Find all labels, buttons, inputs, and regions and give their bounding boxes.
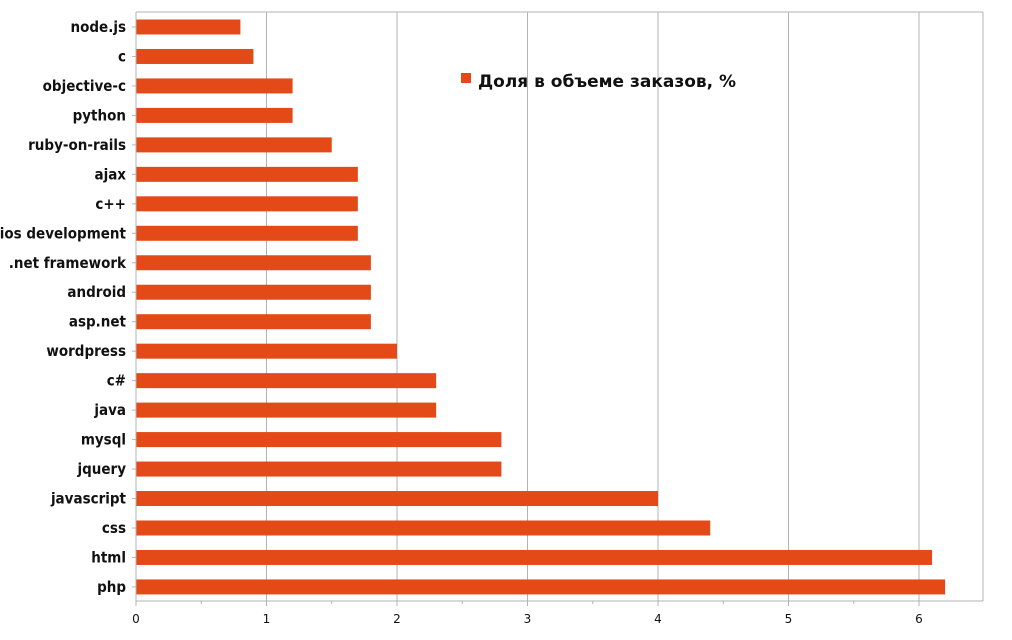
bar-css [136,520,711,536]
x-tick-label-1: 1 [263,612,271,626]
bar-ios-development [136,225,358,241]
category-labels: node.js c objective-c python ruby-on-rails aj… [0,18,127,596]
category-label-css: css [102,519,126,537]
bar-asp-net [136,314,371,330]
x-tick-label-0: 0 [132,612,140,626]
category-label-android: android [67,283,126,301]
category-label-jquery: jquery [76,460,126,478]
bar-android [136,284,371,300]
category-label-ruby-on-rails: ruby-on-rails [28,136,126,154]
bar-wordpress [136,343,397,359]
bar-jquery [136,461,502,477]
category-label-asp-net: asp.net [69,313,127,331]
x-tick-label-2: 2 [393,612,401,626]
category-label-c: c [118,47,126,65]
bar-ruby-on-rails [136,137,332,153]
x-tick-label-5: 5 [785,612,793,626]
category-label-html: html [91,548,126,566]
x-tick-label-4: 4 [654,612,662,626]
bar-objective-c [136,78,293,94]
x-tick-label-3: 3 [524,612,532,626]
bar-ajax [136,166,358,182]
legend-label: Доля в объеме заказов, % [478,72,736,92]
category-label-mysql: mysql [81,431,126,449]
category-label-javascript: javascript [50,490,127,508]
bars-layer [136,19,946,595]
bar-node-js [136,19,241,35]
bar-php [136,579,946,595]
category-label-python: python [73,106,126,124]
bar-python [136,107,293,123]
category-label-node-js: node.js [71,18,126,36]
axis-layer [132,11,984,606]
category-label-php: php [97,578,126,596]
category-label--net-framework: .net framework [9,254,127,272]
bar-javascript [136,491,658,507]
bar-html [136,549,933,565]
category-label-wordpress: wordpress [46,342,126,360]
legend: Доля в объеме заказов, % [461,72,736,92]
grid-layer [266,12,920,601]
bar--net-framework [136,255,371,271]
bar-c- [136,196,358,212]
category-label-ajax: ajax [94,165,126,183]
category-label-ios-development: ios development [0,224,127,242]
category-label-c-: c# [107,372,126,390]
bar-c- [136,373,437,389]
category-label-java: java [93,401,126,419]
category-label-c-: c++ [95,195,126,213]
legend-swatch [461,73,471,83]
bar-java [136,402,437,418]
bar-mysql [136,432,502,448]
category-label-objective-c: objective-c [43,77,126,95]
bar-c [136,48,254,64]
x-tick-labels: 0 1 2 3 4 5 6 [132,612,923,626]
x-tick-label-6: 6 [915,612,923,626]
